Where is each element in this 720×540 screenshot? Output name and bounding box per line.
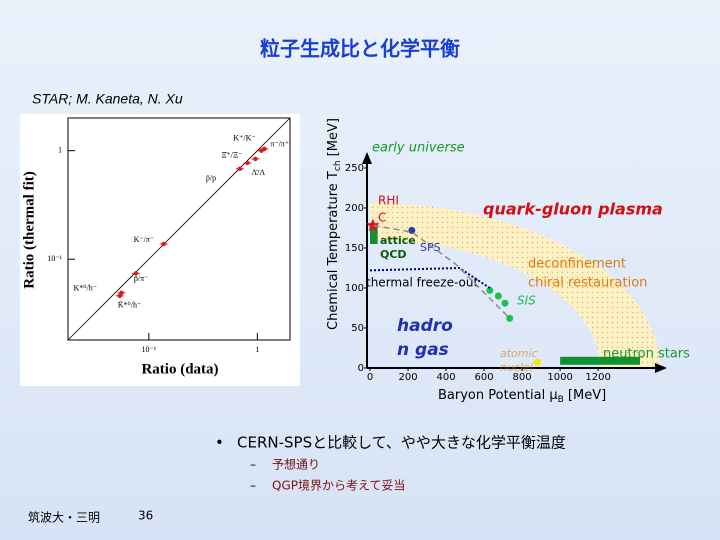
series-label: SIS xyxy=(517,294,536,308)
point xyxy=(245,160,250,166)
footer-author: 筑波大・三明 xyxy=(28,510,100,525)
point-label: p̄/p xyxy=(206,174,216,183)
point xyxy=(533,358,541,366)
annotation: nuclei xyxy=(500,361,533,374)
point xyxy=(501,299,509,307)
x-tick-label: 1200 xyxy=(585,372,610,383)
citation: STAR; M. Kaneta, N. Xu xyxy=(32,91,183,107)
point-label: Λ̄/Λ xyxy=(251,168,265,177)
y-tick-label: 1 xyxy=(58,145,62,154)
series-line xyxy=(373,224,511,319)
x-axis-label-text: Baryon Potential μ xyxy=(438,388,558,403)
y-tick-label: 150 xyxy=(345,243,364,254)
x-tick-label: 800 xyxy=(513,372,532,383)
annotation: atomic xyxy=(500,347,538,360)
y-tick-label: 0 xyxy=(358,363,364,374)
region xyxy=(560,356,640,365)
phase-boundary-band xyxy=(370,203,660,368)
x-tick-label: 1 xyxy=(255,345,259,354)
sub-bullet-marker: – xyxy=(250,479,256,493)
point-label: K⁻/π⁻ xyxy=(134,235,154,244)
point-label: K̄*⁰/h⁻ xyxy=(118,301,141,310)
annotation: chiral restauration xyxy=(528,276,647,291)
x-axis-arrow xyxy=(655,363,667,373)
plot-frame xyxy=(67,117,291,341)
annotation: hadro xyxy=(397,316,453,336)
annotation: quark-gluon plasma xyxy=(483,200,663,219)
annotation: attice xyxy=(380,234,416,247)
y-axis-label-text: Chemical Temperature T xyxy=(326,171,341,330)
y-tick-label: 10⁻¹ xyxy=(47,254,62,263)
x-tick-label: 600 xyxy=(475,372,494,383)
series-label: thermal freeze-out xyxy=(366,276,478,290)
y-axis-label: Ratio (thermal fit) xyxy=(21,171,37,288)
y-tick-label: 50 xyxy=(351,323,364,334)
sub-bullet-text: 予想通り xyxy=(272,457,320,472)
star-point xyxy=(366,218,380,232)
diagonal xyxy=(67,117,291,341)
x-tick-label: 200 xyxy=(398,372,417,383)
x-tick-label: 1000 xyxy=(547,372,572,383)
point-label: p̄/π⁻ xyxy=(134,274,149,283)
annotation: QCD xyxy=(380,248,407,261)
annotation: RHI xyxy=(378,194,399,208)
x-axis-label-sub: B xyxy=(558,395,564,405)
point xyxy=(506,314,514,322)
point xyxy=(117,293,122,298)
y-axis-label-unit: [MeV] xyxy=(326,118,341,160)
bullet-text: CERN-SPSと比較して、やや大きな化学平衡温度 xyxy=(237,434,566,452)
point xyxy=(494,292,502,300)
series-label: SPS xyxy=(420,241,441,254)
point xyxy=(133,271,139,276)
x-tick-label: 10⁻¹ xyxy=(142,345,157,354)
point xyxy=(237,166,243,172)
point-label: K⁺/K⁻ xyxy=(233,133,255,142)
point-label: π⁻/π⁺ xyxy=(270,140,289,149)
annotation: n gas xyxy=(397,340,449,360)
slide-title: 粒子生成比と化学平衡 xyxy=(260,37,460,61)
page-number: 36 xyxy=(138,509,153,523)
y-tick-label: 250 xyxy=(345,163,364,174)
x-axis-label-unit: [MeV] xyxy=(564,388,606,403)
point xyxy=(161,241,166,247)
sub-bullet-text: QGP境界から考えて妥当 xyxy=(272,478,405,493)
x-tick-label: 0 xyxy=(367,372,373,383)
sub-bullet-marker: – xyxy=(250,458,256,472)
x-axis-label: Ratio (data) xyxy=(141,361,218,377)
y-axis-label-sub: ch xyxy=(333,160,343,171)
series-line xyxy=(369,266,491,289)
annotation: early universe xyxy=(372,141,465,156)
point xyxy=(486,286,494,294)
y-axis-label: Chemical Temperature Tch [MeV] xyxy=(326,118,343,330)
point xyxy=(262,146,267,152)
annotation: C xyxy=(378,211,386,225)
y-axis-arrow xyxy=(362,152,372,164)
annotation: neutron stars xyxy=(603,347,690,362)
point xyxy=(253,156,258,162)
annotation: deconfinement xyxy=(528,257,626,272)
point-label: Ξ̄⁺/Ξ⁻ xyxy=(221,151,242,160)
y-tick-label: 100 xyxy=(345,283,364,294)
point-label: K*⁰/h⁻ xyxy=(73,284,96,293)
region xyxy=(370,225,378,244)
x-tick-label: 400 xyxy=(437,372,456,383)
bullet-marker: • xyxy=(215,434,224,452)
point xyxy=(408,226,416,234)
y-tick-label: 200 xyxy=(345,203,364,214)
x-axis-label: Baryon Potential μB [MeV] xyxy=(438,388,606,405)
